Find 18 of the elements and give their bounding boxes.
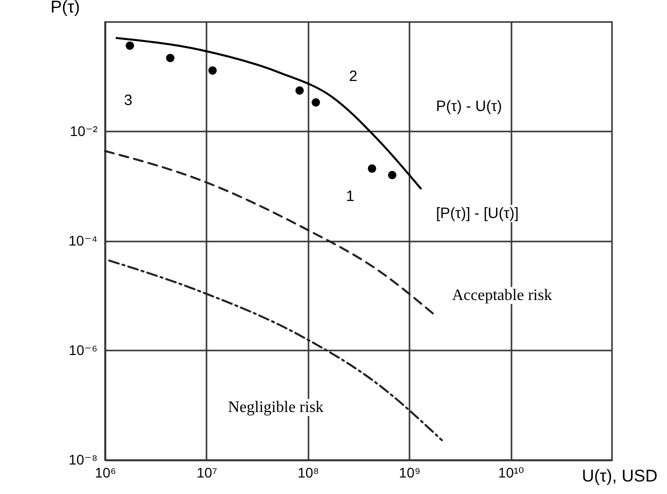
x-tick-label: 10¹⁰	[498, 464, 524, 480]
annotation: 3	[124, 92, 132, 109]
annotation: 1	[346, 188, 354, 205]
annotation: [P(τ)] - [U(τ)]	[434, 205, 521, 222]
x-tick-label: 10⁸	[298, 464, 320, 480]
x-axis-title: U(τ), USD	[582, 466, 658, 486]
y-axis-title: P(τ)	[50, 0, 80, 16]
annotation: P(τ) - U(τ)	[434, 98, 504, 115]
annotation: Acceptable risk	[450, 287, 554, 304]
y-tick-label: 10⁻⁶	[68, 342, 98, 358]
annotation: 2	[349, 68, 358, 85]
y-tick-label: 10⁻²	[70, 123, 98, 139]
y-tick-label: 10⁻⁸	[68, 452, 98, 468]
x-tick-label: 10⁷	[196, 464, 218, 480]
x-tick-label: 10⁹	[398, 464, 420, 480]
y-tick-label: 10⁻⁴	[68, 232, 98, 248]
annotation: Negligible risk	[226, 399, 326, 416]
x-tick-label: 10⁶	[94, 464, 116, 480]
